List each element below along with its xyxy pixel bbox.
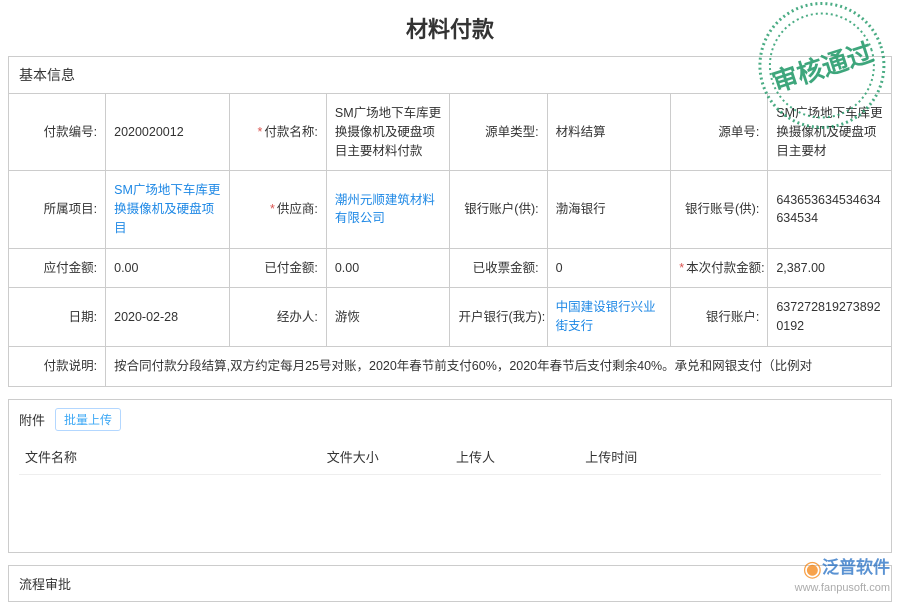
- lbl-date: 日期:: [9, 288, 106, 347]
- lbl-bank-acct: 银行账户:: [671, 288, 768, 347]
- page-title: 材料付款: [0, 0, 900, 52]
- col-file-name: 文件名称: [19, 439, 321, 475]
- basic-info-table: 付款编号: 2020020012 *付款名称: SM广场地下车库更换摄像机及硬盘…: [8, 93, 892, 387]
- val-project[interactable]: SM广场地下车库更换摄像机及硬盘项目: [106, 171, 230, 248]
- val-notes: 按合同付款分段结算,双方约定每月25号对账，2020年春节前支付60%，2020…: [106, 346, 892, 386]
- col-uploader: 上传人: [450, 439, 579, 475]
- flow-approval-section: 流程审批: [8, 565, 892, 602]
- lbl-amount-paid: 已付金额:: [229, 248, 326, 288]
- val-payment-name: SM广场地下车库更换摄像机及硬盘项目主要材料付款: [326, 94, 450, 171]
- val-invoice-amt: 0: [547, 248, 671, 288]
- lbl-source-no: 源单号:: [671, 94, 768, 171]
- val-date: 2020-02-28: [106, 288, 230, 347]
- attachments-empty: [19, 474, 881, 544]
- val-bank-acct-sup: 渤海银行: [547, 171, 671, 248]
- lbl-notes: 付款说明:: [9, 346, 106, 386]
- lbl-payment-name: *付款名称:: [229, 94, 326, 171]
- watermark: ◉泛普软件 www.fanpusoft.com: [795, 553, 890, 594]
- col-file-size: 文件大小: [321, 439, 450, 475]
- lbl-bank-no-sup: 银行账号(供):: [671, 171, 768, 248]
- lbl-source-type: 源单类型:: [450, 94, 547, 171]
- bulk-upload-button[interactable]: 批量上传: [55, 408, 121, 431]
- lbl-supplier: *供应商:: [229, 171, 326, 248]
- lbl-invoice-amt: 已收票金额:: [450, 248, 547, 288]
- lbl-project: 所属项目:: [9, 171, 106, 248]
- val-amount-due: 0.00: [106, 248, 230, 288]
- attachments-table: 文件名称 文件大小 上传人 上传时间: [19, 439, 881, 545]
- val-this-payment: 2,387.00: [768, 248, 892, 288]
- lbl-bank-acct-sup: 银行账户(供):: [450, 171, 547, 248]
- val-handler: 游恢: [326, 288, 450, 347]
- attachments-section: 附件 批量上传 文件名称 文件大小 上传人 上传时间: [8, 399, 892, 554]
- attachments-title: 附件: [19, 410, 45, 429]
- lbl-payment-no: 付款编号:: [9, 94, 106, 171]
- lbl-handler: 经办人:: [229, 288, 326, 347]
- val-source-type: 材料结算: [547, 94, 671, 171]
- val-source-no: SM广场地下车库更换摄像机及硬盘项目主要材: [768, 94, 892, 171]
- lbl-this-payment: *本次付款金额:: [671, 248, 768, 288]
- val-open-bank[interactable]: 中国建设银行兴业街支行: [547, 288, 671, 347]
- val-bank-acct: 63727281927389201​92: [768, 288, 892, 347]
- section-basic-info: 基本信息: [8, 56, 892, 93]
- val-payment-no: 2020020012: [106, 94, 230, 171]
- val-supplier[interactable]: 潮州元顺建筑材料有限公司: [326, 171, 450, 248]
- col-upload-time: 上传时间: [579, 439, 881, 475]
- val-amount-paid: 0.00: [326, 248, 450, 288]
- lbl-amount-due: 应付金额:: [9, 248, 106, 288]
- lbl-open-bank: 开户银行(我方):: [450, 288, 547, 347]
- val-bank-no-sup: 643653634534634634534: [768, 171, 892, 248]
